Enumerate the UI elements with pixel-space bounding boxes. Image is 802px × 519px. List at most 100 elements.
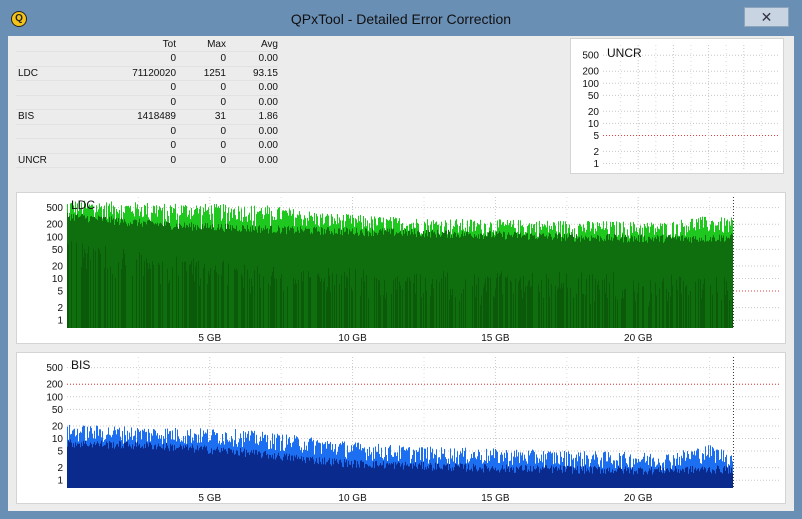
data-bar: [712, 469, 713, 488]
data-bar: [126, 223, 127, 328]
stats-row: LDC 71120020 1251 93.15: [16, 67, 278, 81]
data-bar: [281, 459, 282, 488]
data-bar: [481, 469, 482, 488]
data-bar: [397, 463, 398, 488]
data-bar: [689, 241, 690, 328]
data-bar: [326, 462, 327, 488]
data-bar: [116, 218, 117, 328]
data-bar: [438, 463, 439, 488]
data-bar: [125, 265, 126, 328]
data-bar: [214, 449, 215, 488]
data-bar: [340, 459, 341, 488]
data-bar: [68, 244, 69, 328]
data-bar: [349, 464, 350, 488]
y-tick-label: 1: [57, 316, 63, 327]
data-bar: [190, 264, 191, 328]
data-bar: [426, 291, 427, 328]
data-bar: [557, 470, 558, 488]
data-bar: [357, 232, 358, 328]
data-bar: [677, 236, 678, 328]
data-bar: [451, 234, 452, 328]
stats-cell-max: 1251: [203, 67, 226, 79]
data-bar: [537, 465, 538, 488]
data-bar: [335, 233, 336, 328]
data-bar: [687, 466, 688, 488]
data-bar: [591, 467, 592, 488]
close-button[interactable]: ✕: [744, 7, 789, 27]
data-bar: [505, 471, 506, 488]
data-bar: [682, 235, 683, 328]
data-bar: [300, 458, 301, 488]
data-bar: [668, 235, 669, 328]
data-bar: [401, 234, 402, 328]
data-bar: [127, 441, 128, 488]
data-bar: [544, 236, 545, 328]
data-bar: [476, 284, 477, 328]
data-bar: [510, 280, 511, 328]
data-bar: [287, 459, 288, 488]
data-bar: [531, 285, 532, 328]
data-bar: [601, 469, 602, 488]
data-bar: [464, 232, 465, 328]
data-bar: [434, 231, 435, 328]
data-bar: [121, 269, 122, 328]
data-bar: [203, 267, 204, 328]
data-bar: [215, 265, 216, 328]
data-bar: [119, 224, 120, 328]
data-bar: [112, 219, 113, 328]
data-bar: [300, 226, 301, 328]
data-bar: [413, 234, 414, 328]
data-bar: [322, 228, 323, 328]
data-bar: [427, 236, 428, 328]
data-bar: [698, 278, 699, 328]
data-bar: [617, 469, 618, 488]
data-bar: [360, 295, 361, 328]
y-tick-label: 200: [46, 220, 63, 231]
data-bar: [214, 270, 215, 328]
data-bar: [605, 240, 606, 328]
data-bar: [175, 227, 176, 328]
data-bar: [652, 458, 653, 488]
stats-row: BIS 1418489 31 1.86: [16, 110, 278, 125]
data-bar: [446, 230, 447, 328]
data-bar: [522, 298, 523, 328]
data-bar: [80, 447, 81, 488]
data-bar: [707, 470, 708, 488]
data-bar: [450, 289, 451, 328]
data-bar: [207, 450, 208, 488]
data-bar: [192, 444, 193, 488]
data-bar: [502, 237, 503, 328]
stats-row: 0 0 0.00: [16, 81, 278, 96]
data-bar: [607, 233, 608, 328]
data-bar: [401, 464, 402, 488]
title-bar[interactable]: Q QPxTool - Detailed Error Correction ✕: [0, 0, 802, 36]
data-bar: [156, 224, 157, 328]
data-bar: [499, 472, 500, 488]
data-bar: [564, 466, 565, 488]
data-bar: [312, 456, 313, 488]
data-bar: [478, 470, 479, 488]
data-bar: [184, 261, 185, 328]
data-bar: [430, 296, 431, 328]
data-bar: [638, 235, 639, 328]
data-bar: [461, 464, 462, 488]
data-bar: [311, 232, 312, 328]
data-bar: [454, 231, 455, 328]
data-bar: [471, 235, 472, 328]
data-bar: [545, 465, 546, 488]
data-bar: [589, 472, 590, 488]
data-bar: [464, 464, 465, 488]
data-bar: [386, 292, 387, 328]
data-bar: [456, 236, 457, 328]
data-bar: [713, 469, 714, 488]
data-bar: [648, 471, 649, 488]
stats-cell-max: 0: [220, 154, 226, 166]
window-title: QPxTool - Detailed Error Correction: [290, 11, 512, 27]
data-bar: [227, 285, 228, 328]
data-bar: [365, 228, 366, 328]
data-bar: [304, 459, 305, 488]
data-bar: [576, 470, 577, 488]
data-bar: [423, 293, 424, 328]
data-bar: [578, 278, 579, 328]
data-bar: [535, 238, 536, 328]
